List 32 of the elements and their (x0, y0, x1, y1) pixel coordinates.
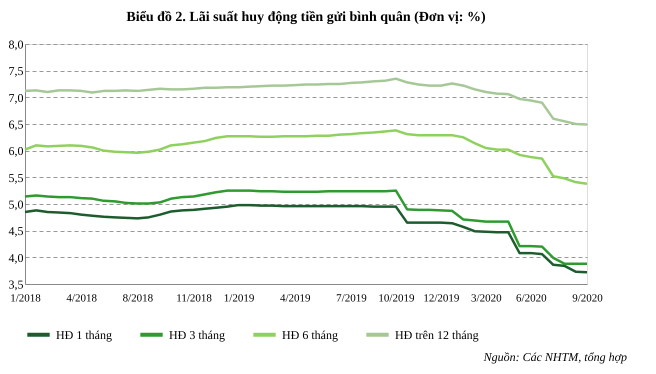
x-tick-label: 3/2020 (471, 292, 502, 304)
x-tick-label: 1/2019 (224, 292, 255, 304)
legend-label: HĐ 1 tháng (56, 328, 112, 342)
legend-label: HĐ 3 tháng (169, 328, 225, 342)
y-tick-label: 8,0 (8, 38, 24, 52)
y-tick-label: 4,5 (8, 224, 24, 238)
line-series (24, 189, 588, 265)
x-tick-label: 1/2018 (10, 292, 42, 304)
y-tick-label: 7,5 (8, 64, 24, 78)
x-tick-label: 10/2019 (378, 292, 415, 304)
y-tick-label: 4,0 (8, 250, 24, 265)
x-tick-label: 9/2020 (572, 292, 604, 304)
x-tick-label: 12/2019 (423, 292, 460, 304)
y-tick-label: 5,0 (8, 198, 24, 212)
chart-title: Biểu đồ 2. Lãi suất huy động tiền gửi bình quân (Đơn vị: %) (126, 10, 486, 25)
y-tick-label: 3,5 (8, 278, 24, 292)
x-tick-label: 8/2018 (122, 292, 154, 304)
legend-label: HĐ trên 12 tháng (395, 328, 479, 342)
y-tick-label: 6,5 (8, 118, 24, 132)
y-tick-label: 6,0 (8, 144, 24, 158)
y-tick-label: 5,5 (8, 170, 24, 185)
x-tick-label: 6/2020 (516, 292, 548, 304)
legend-label: HĐ 6 tháng (282, 328, 338, 342)
line-series (24, 204, 588, 274)
x-tick-label: 7/2019 (336, 292, 368, 304)
x-tick-label: 11/2018 (176, 292, 212, 304)
x-tick-label: 4/2019 (280, 292, 312, 304)
line-series (24, 77, 588, 126)
line-series (24, 129, 588, 185)
x-tick-label: 4/2018 (66, 292, 98, 304)
text: Nguồn: Các NHTM, tổng hợp (482, 350, 627, 364)
y-tick-label: 7,0 (8, 90, 24, 105)
